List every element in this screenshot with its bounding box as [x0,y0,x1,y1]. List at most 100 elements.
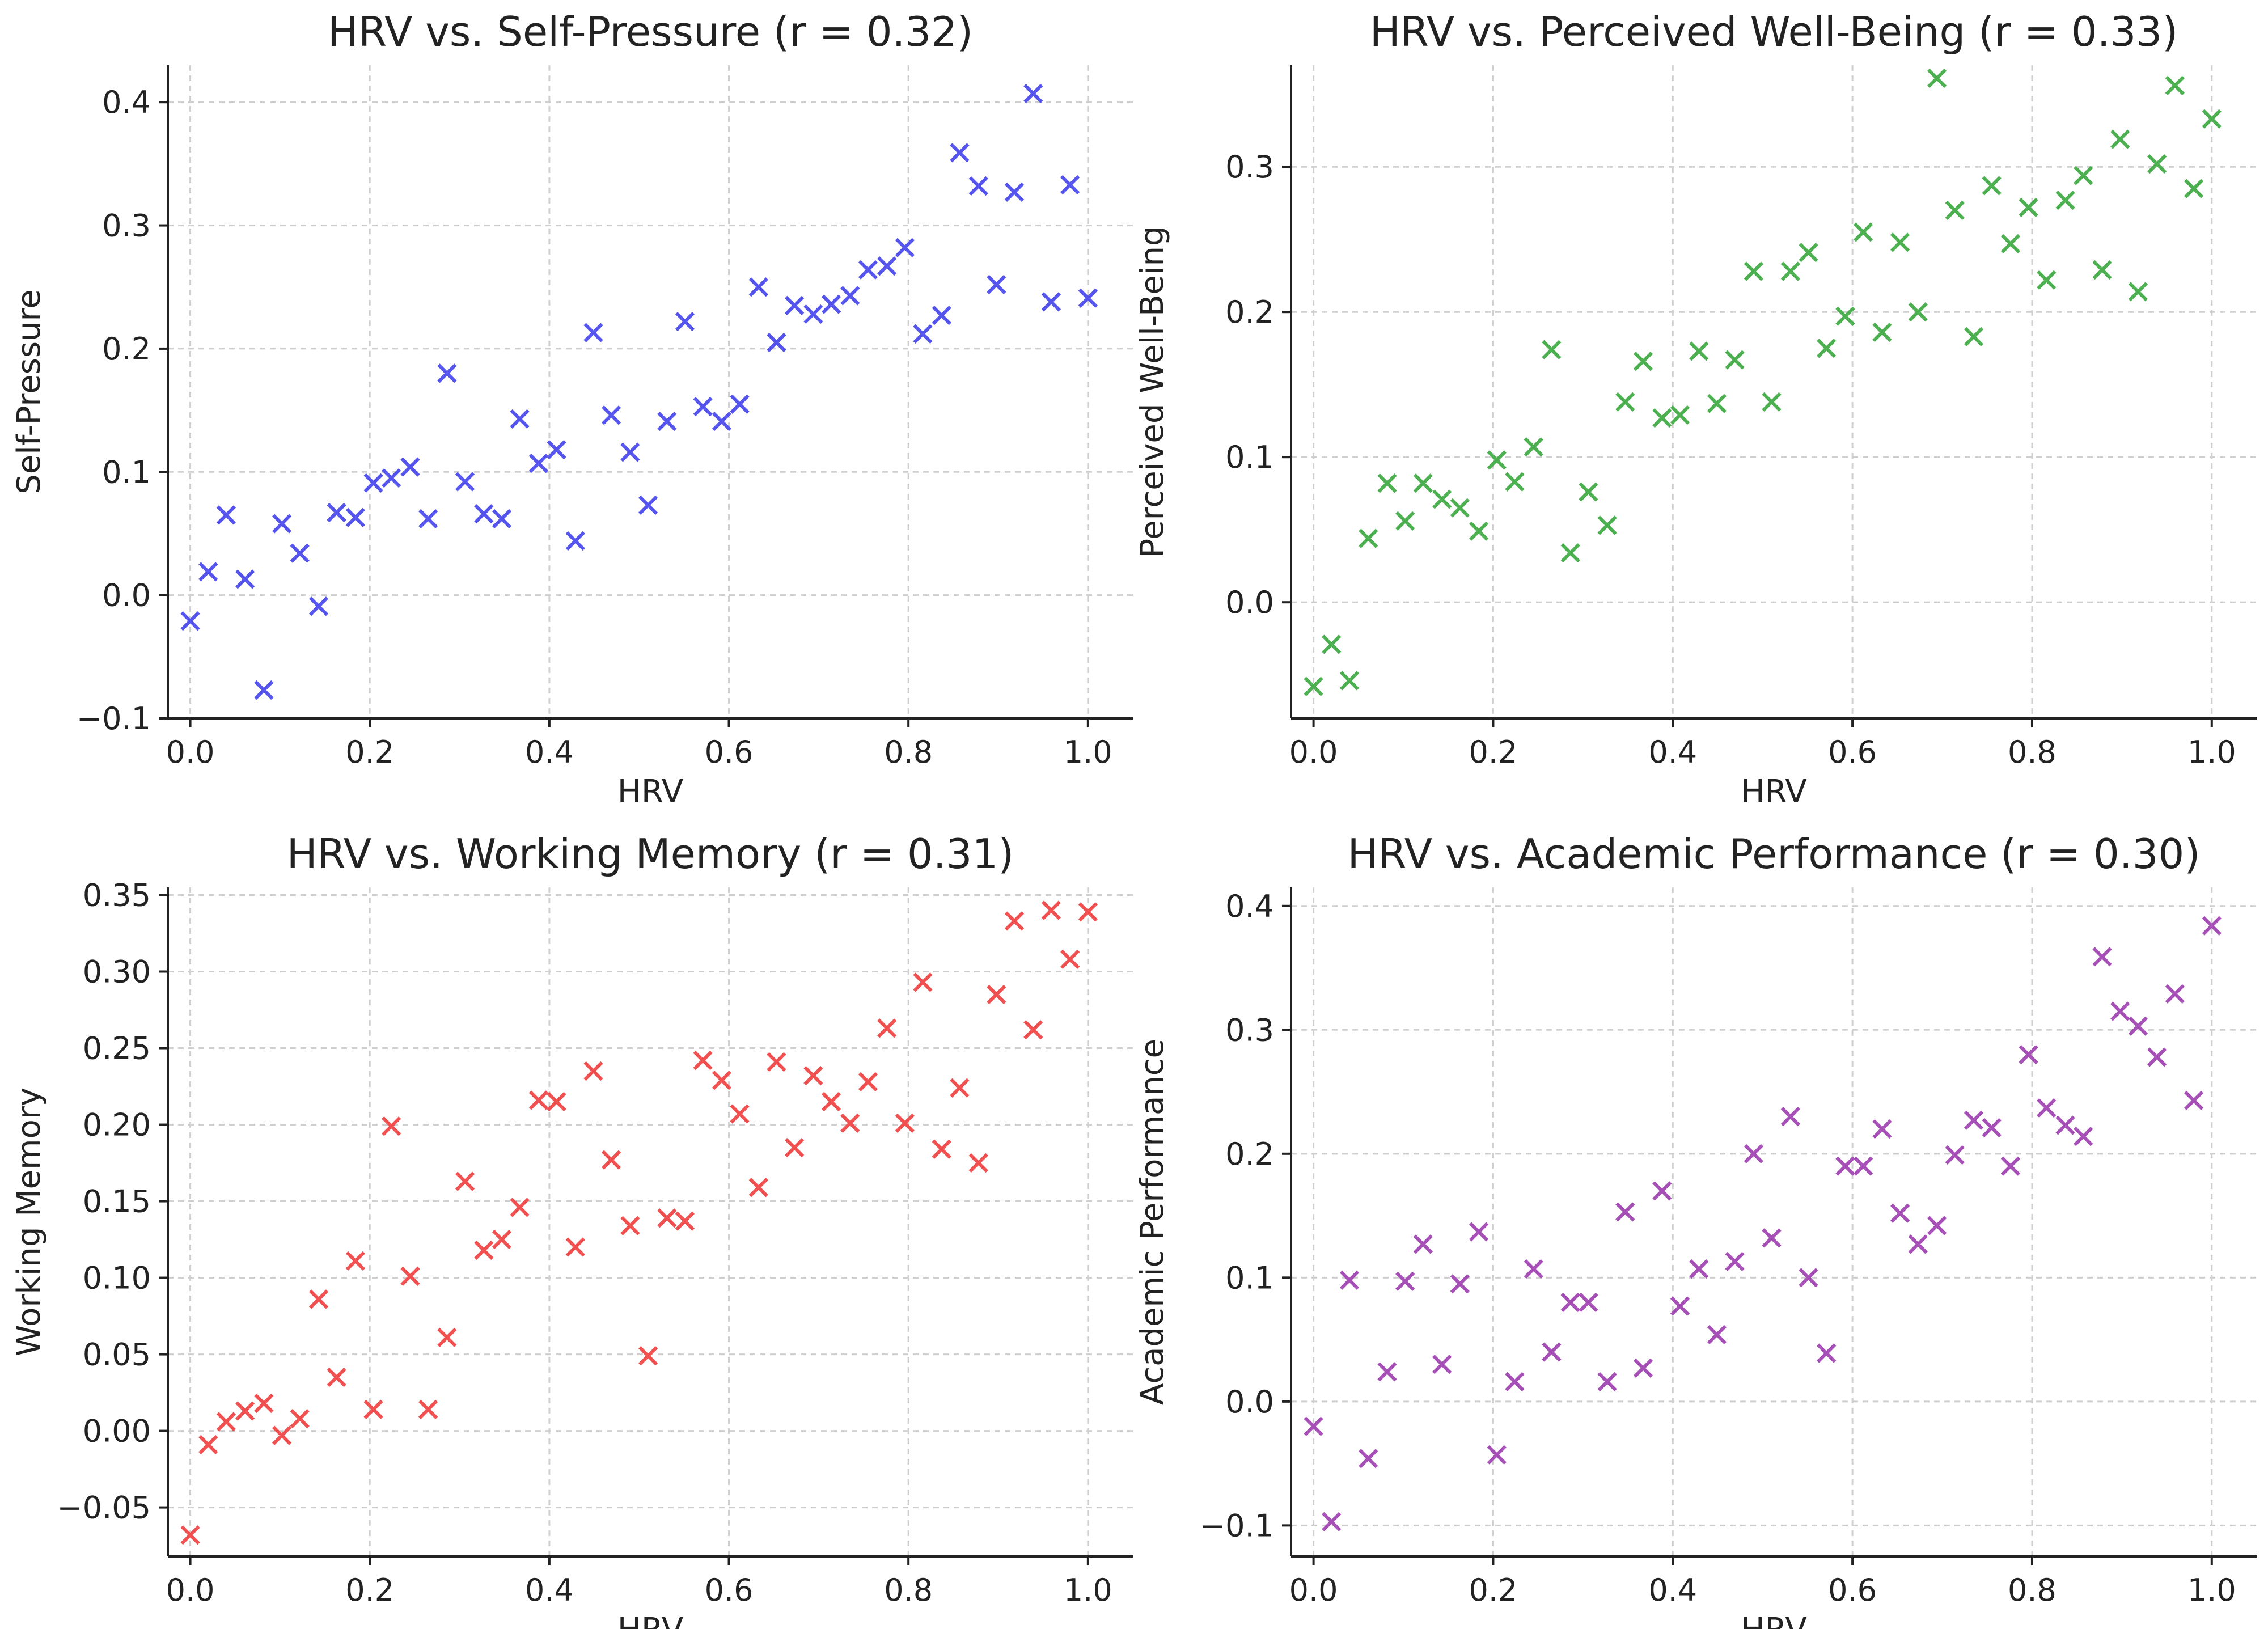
data-point-stroke [1322,634,1342,654]
data-point [1041,900,1061,920]
data-point-stroke [583,1061,603,1081]
data-point-stroke [657,1208,677,1228]
data-point-stroke [2037,1098,2057,1118]
x-tick-label: 1.0 [2187,1572,2236,1608]
x-tick-label: 0.8 [2008,1572,2057,1608]
data-point [1633,352,1653,371]
y-tick-label: 0.0 [1225,1384,1274,1420]
data-point-stroke [510,1198,530,1217]
data-point-stroke [913,972,933,992]
data-point-stroke [1964,327,1984,346]
data-point-stroke [2092,947,2112,967]
data-point [272,1425,292,1445]
data-point-stroke [1707,1325,1727,1344]
data-point-stroke [1725,350,1745,370]
x-tick-label: 0.0 [166,1572,215,1608]
data-point [254,680,274,700]
data-point-stroke [1762,1228,1782,1248]
data-point [1041,292,1061,312]
data-point-stroke [968,176,988,196]
data-point [1633,1358,1653,1378]
data-point-stroke [418,1399,438,1419]
data-point [1799,1268,1818,1288]
x-tick-label: 0.2 [1469,1572,1517,1608]
data-point-stroke [693,1051,713,1071]
data-point-stroke [895,238,915,257]
y-tick-label: 0.2 [1225,294,1274,330]
x-tick-label: 0.8 [884,734,933,770]
data-point [712,412,731,431]
data-point [1359,528,1378,548]
data-point [272,514,292,534]
data-point [565,531,585,551]
data-point-stroke [1670,405,1690,425]
data-point [1908,1234,1928,1254]
data-point [1854,222,1873,242]
data-point [1505,1372,1525,1392]
data-point-stroke [1004,911,1025,931]
data-point [1377,1362,1397,1382]
x-tick-label: 0.6 [1828,1572,1877,1608]
x-tick-label: 0.2 [1469,734,1517,770]
data-point [1432,489,1452,509]
data-point-stroke [455,472,475,492]
y-tick-label: 0.2 [102,331,151,367]
data-point-stroke [1579,1292,1598,1313]
data-point-stroke [620,1216,640,1235]
data-point-stroke [180,1525,200,1545]
data-point-stroke [638,1346,658,1366]
chart-title: HRV vs. Perceived Well-Being (r = 0.33) [1370,8,2178,56]
data-point [1469,521,1489,541]
data-point-stroke [455,1171,475,1191]
data-point-stroke [1487,450,1507,470]
data-point [2184,1090,2204,1110]
data-point-stroke [2000,1156,2021,1176]
data-point-stroke [1542,340,1562,359]
data-point-stroke [1854,1156,1873,1176]
data-point [528,1090,549,1110]
data-point [235,569,255,589]
data-point-stroke [1835,1156,1855,1176]
data-point-stroke [2055,190,2075,210]
data-point [730,1104,750,1124]
data-point-stroke [198,1435,218,1455]
data-point [1615,392,1635,412]
data-point [1725,350,1745,370]
data-point [602,405,621,425]
data-point-stroke [675,311,695,332]
data-point [1023,83,1043,104]
x-tick-label: 1.0 [2187,734,2236,770]
data-point [1945,1145,1965,1165]
data-point [767,1052,786,1072]
data-point [767,332,786,353]
data-point-stroke [1487,1445,1507,1465]
data-point [1359,1449,1378,1469]
data-point [858,1072,878,1092]
data-point [1744,261,1763,281]
data-point-stroke [675,1211,695,1231]
data-point [1670,1296,1690,1316]
data-point-stroke [1633,1358,1653,1378]
data-point-stroke [345,1251,366,1271]
data-point [1004,911,1025,931]
data-point [1689,1259,1709,1279]
data-point [1744,1144,1763,1163]
chart-title: HRV vs. Academic Performance (r = 0.30) [1348,830,2201,878]
data-point-stroke [784,1137,805,1158]
data-point [400,457,420,477]
data-point-stroke [748,277,768,297]
data-point-stroke [308,596,329,616]
data-point-stroke [987,984,1006,1005]
data-point-stroke [2184,179,2204,198]
data-point-stroke [602,405,621,425]
chart-title: HRV vs. Self-Pressure (r = 0.32) [328,8,973,56]
data-point-stroke [1927,68,1947,88]
data-point-stroke [1835,306,1855,327]
data-point-stroke [2165,984,2185,1004]
data-point-stroke [1982,176,2002,196]
data-point [254,1393,274,1414]
y-tick-label: 0.30 [83,954,151,990]
x-tick-label: 0.2 [345,1572,394,1608]
data-point-stroke [657,412,677,431]
data-point-stroke [235,569,255,589]
